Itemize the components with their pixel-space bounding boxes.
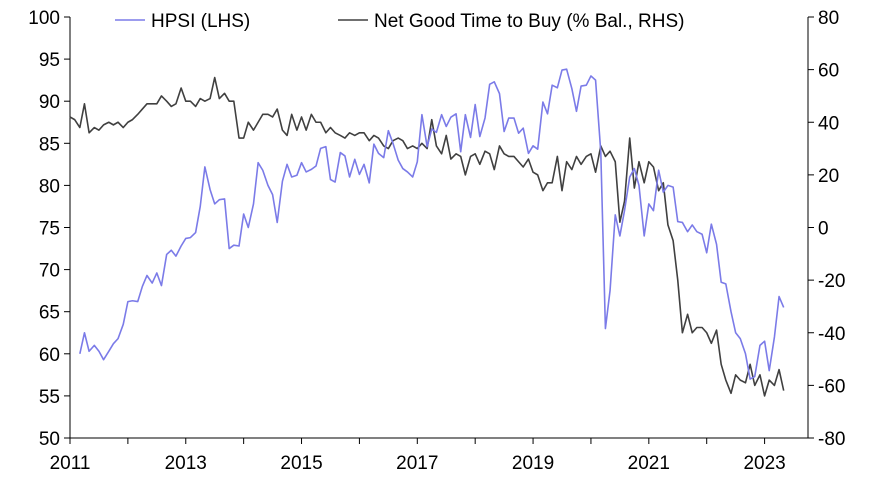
- left-y-tick-label: 100: [28, 8, 60, 29]
- axes: 100 95 90 85 80 75 70 65 60 55 50 80 60 40 20 0 -20 -40 -6…: [28, 8, 845, 474]
- x-tick-label: 2021: [628, 453, 670, 474]
- legend-label-hpsi: HPSI (LHS): [151, 11, 250, 32]
- right-y-tick-label: -80: [818, 429, 845, 450]
- left-y-tick-label: 95: [39, 50, 60, 71]
- left-y-tick-label: 90: [39, 92, 60, 113]
- right-y-tick-label: -20: [818, 271, 845, 292]
- right-y-tick-label: 0: [818, 219, 829, 240]
- legend: HPSI (LHS) Net Good Time to Buy (% Bal.,…: [115, 11, 684, 32]
- x-tick-label: 2017: [396, 453, 438, 474]
- right-y-tick-label: 40: [818, 113, 839, 134]
- right-y-tick-label: 80: [818, 8, 839, 29]
- left-y-tick-label: 60: [39, 345, 60, 366]
- series-layer: [69, 68, 785, 397]
- x-tick-label: 2013: [165, 453, 207, 474]
- series-line-net-good-time: [69, 76, 785, 397]
- x-tick-label: 2011: [50, 453, 91, 474]
- left-y-tick-label: 55: [39, 387, 60, 408]
- left-y-tick-label: 80: [39, 176, 60, 197]
- x-tick-label: 2023: [743, 453, 785, 474]
- legend-label-net-good-time: Net Good Time to Buy (% Bal., RHS): [374, 11, 684, 32]
- left-y-tick-label: 85: [39, 134, 60, 155]
- left-y-tick-label: 65: [39, 303, 60, 324]
- x-tick-label: 2015: [280, 453, 322, 474]
- left-y-tick-label: 50: [39, 429, 60, 450]
- right-y-tick-label: 20: [818, 166, 839, 187]
- right-y-tick-label: -60: [818, 376, 845, 397]
- x-tick-label: 2019: [512, 453, 554, 474]
- left-y-tick-label: 75: [39, 219, 60, 240]
- right-y-tick-label: 60: [818, 61, 839, 82]
- right-y-tick-label: -40: [818, 324, 845, 345]
- series-line-hpsi: [79, 68, 785, 380]
- left-y-tick-label: 70: [39, 261, 60, 282]
